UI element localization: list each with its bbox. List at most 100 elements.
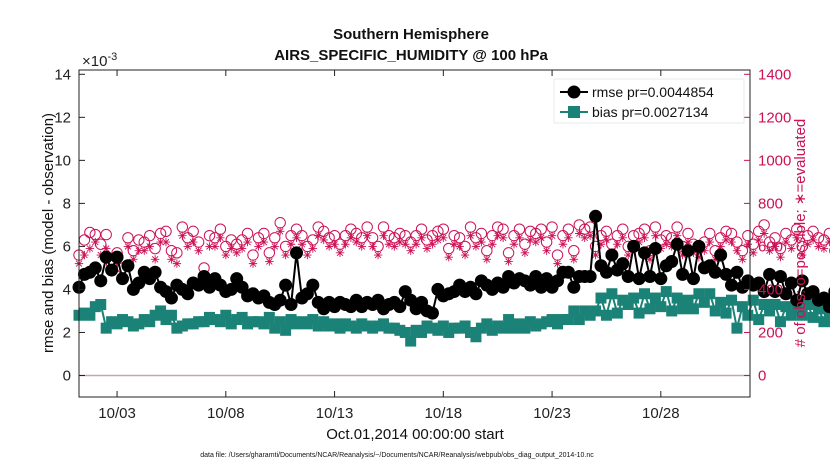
bias-point <box>682 294 694 306</box>
rmse-point <box>714 248 728 262</box>
bias-point <box>236 311 248 323</box>
obs-evaluated-point <box>504 257 513 266</box>
bias-point <box>497 322 509 334</box>
bias-point <box>671 292 683 304</box>
bias-point <box>807 311 819 323</box>
y-right-tick-label: 1200 <box>758 109 791 126</box>
obs-evaluated-point <box>536 233 546 243</box>
obs-evaluated-point <box>243 237 252 247</box>
rmse-point <box>627 239 641 253</box>
rmse-series <box>72 209 830 320</box>
obs-evaluated-point <box>520 248 530 258</box>
rmse-point <box>773 270 787 284</box>
obs-evaluated-point <box>509 240 519 249</box>
bias-point <box>704 288 716 300</box>
bias-point <box>562 314 574 326</box>
y-axis-label: rmse and bias (model - observation) <box>40 113 57 353</box>
rmse-point <box>730 265 744 279</box>
rmse-point <box>692 239 706 253</box>
rmse-point <box>132 276 146 290</box>
obs-evaluated-point <box>564 233 573 243</box>
obs-evaluated-point <box>623 250 633 260</box>
rmse-point <box>599 265 613 279</box>
obs-evaluated-point <box>237 244 247 253</box>
bias-point <box>573 314 585 326</box>
obs-evaluated-point <box>390 242 399 251</box>
bias-point <box>774 316 786 328</box>
obs-evaluated-point <box>493 231 502 240</box>
obs-evaluated-point <box>449 240 459 249</box>
rmse-point <box>164 291 178 305</box>
bias-point <box>731 322 743 334</box>
obs-evaluated-point <box>455 242 464 251</box>
obs-evaluated-point <box>314 231 323 240</box>
y-exponent-label: ×10-3 <box>82 51 117 70</box>
obs-evaluated-point <box>471 242 481 251</box>
obs-evaluated-point <box>161 237 171 247</box>
rmse-point <box>790 293 804 307</box>
rmse-point <box>638 246 652 260</box>
bias-point <box>726 294 738 306</box>
obs-evaluated-point <box>270 242 279 251</box>
rmse-point <box>708 265 722 279</box>
obs-evaluated-point <box>727 237 736 247</box>
bias-point <box>611 307 623 319</box>
obs-evaluated-point <box>428 240 437 249</box>
bias-point <box>459 320 471 332</box>
obs-evaluated-point <box>308 244 318 253</box>
obs-evaluated-point <box>188 237 198 247</box>
obs-evaluated-point <box>678 250 687 260</box>
rmse-point <box>99 250 113 264</box>
y-tick-label: 10 <box>54 152 71 169</box>
obs-evaluated-point <box>602 235 611 245</box>
bias-point <box>84 309 96 321</box>
obs-evaluated-point <box>401 240 410 249</box>
rmse-point <box>757 285 771 299</box>
bias-point <box>758 298 770 310</box>
chart-title: Southern Hemisphere <box>333 26 489 43</box>
obs-evaluated-point <box>531 237 540 247</box>
legend: rmse pr=0.0044854 bias pr=0.0027134 <box>553 78 745 124</box>
bias-point <box>769 298 781 310</box>
rmse-point <box>686 272 700 286</box>
obs-evaluated-point <box>498 233 508 243</box>
rmse-point <box>822 300 830 314</box>
rmse-point <box>148 265 162 279</box>
legend-bias-marker <box>568 106 580 118</box>
rmse-point <box>88 261 102 275</box>
obs-evaluated-point <box>91 237 100 247</box>
rmse-point <box>393 300 407 314</box>
bias-point <box>481 318 493 330</box>
rmse-point <box>567 280 581 294</box>
legend-box <box>553 78 745 124</box>
obs-evaluated-point <box>754 235 763 245</box>
obs-evaluated-point <box>286 240 296 249</box>
rmse-point <box>725 278 739 292</box>
bias-point <box>813 303 825 315</box>
rmse-point <box>110 250 124 264</box>
y-tick-label: 8 <box>63 195 71 212</box>
x-tick-label: 10/03 <box>98 405 136 422</box>
rmse-point <box>795 274 809 288</box>
obs-evaluated-point <box>547 231 557 240</box>
obs-evaluated-point <box>150 255 160 264</box>
obs-evaluated-point <box>319 235 328 245</box>
obs-evaluated-point <box>694 252 704 262</box>
legend-rmse-label: rmse pr=0.0044854 <box>592 84 714 100</box>
bias-point <box>644 303 656 315</box>
obs-evaluated-point <box>645 255 655 264</box>
chart-subtitle: AIRS_SPECIFIC_HUMIDITY @ 100 hPa <box>274 47 548 64</box>
obs-evaluated-point <box>716 242 725 251</box>
obs-evaluated-point <box>596 240 606 249</box>
bias-point <box>263 311 275 323</box>
obs-possible-point <box>780 227 792 240</box>
obs-evaluated-point <box>569 255 579 264</box>
rmse-point <box>469 287 483 301</box>
rmse-point <box>676 267 690 281</box>
plot-frame <box>78 69 751 398</box>
y-right-tick-label: 600 <box>758 238 783 255</box>
obs-evaluated-point <box>221 250 231 260</box>
obs-evaluated-point <box>553 259 562 268</box>
obs-evaluated-point <box>297 240 307 249</box>
bias-point <box>780 301 792 313</box>
